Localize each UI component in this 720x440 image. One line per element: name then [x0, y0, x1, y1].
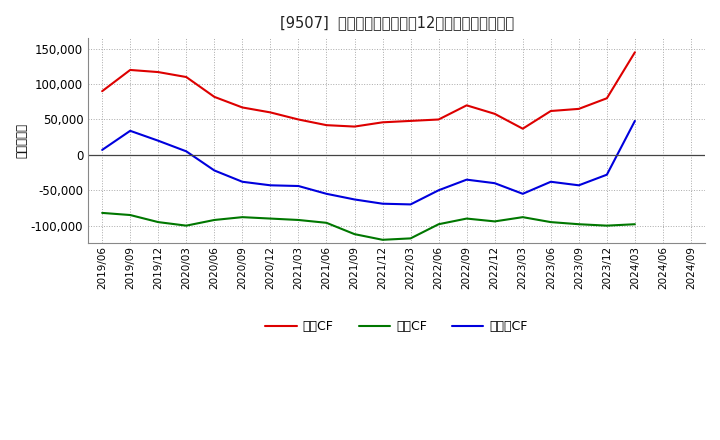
投賄CF	[266, 216, 275, 221]
フリーCF	[322, 191, 330, 196]
フリーCF	[462, 177, 471, 182]
営業CF	[294, 117, 302, 122]
フリーCF	[490, 180, 499, 186]
Y-axis label: （百万円）: （百万円）	[15, 123, 28, 158]
営業CF	[322, 122, 330, 128]
フリーCF	[210, 168, 219, 173]
投賄CF	[603, 223, 611, 228]
フリーCF	[631, 118, 639, 124]
投賄CF	[98, 210, 107, 216]
フリーCF	[575, 183, 583, 188]
営業CF	[490, 111, 499, 117]
Line: フリーCF: フリーCF	[102, 121, 635, 205]
投賄CF	[238, 215, 247, 220]
フリーCF	[518, 191, 527, 196]
営業CF	[98, 88, 107, 94]
Title: [9507]  キャッシュフローの12か月移動合計の推移: [9507] キャッシュフローの12か月移動合計の推移	[279, 15, 513, 30]
投賄CF	[575, 222, 583, 227]
営業CF	[631, 50, 639, 55]
フリーCF	[98, 147, 107, 153]
営業CF	[406, 118, 415, 124]
投賄CF	[546, 220, 555, 225]
営業CF	[518, 126, 527, 131]
投賄CF	[126, 213, 135, 218]
投賄CF	[154, 220, 163, 225]
投賄CF	[631, 222, 639, 227]
フリーCF	[238, 179, 247, 184]
投賄CF	[294, 217, 302, 223]
フリーCF	[294, 183, 302, 189]
投賄CF	[434, 222, 443, 227]
投賄CF	[182, 223, 191, 228]
投賄CF	[518, 215, 527, 220]
Line: 投賄CF: 投賄CF	[102, 213, 635, 240]
投賄CF	[462, 216, 471, 221]
フリーCF	[378, 201, 387, 206]
営業CF	[575, 106, 583, 111]
営業CF	[154, 70, 163, 75]
投賄CF	[322, 220, 330, 225]
営業CF	[546, 108, 555, 114]
投賄CF	[210, 217, 219, 223]
投賄CF	[406, 236, 415, 241]
投賄CF	[378, 237, 387, 242]
営業CF	[434, 117, 443, 122]
フリーCF	[126, 128, 135, 133]
投賄CF	[350, 231, 359, 237]
営業CF	[378, 120, 387, 125]
営業CF	[603, 95, 611, 101]
Line: 営業CF: 営業CF	[102, 52, 635, 128]
フリーCF	[603, 172, 611, 177]
フリーCF	[406, 202, 415, 207]
営業CF	[266, 110, 275, 115]
Legend: 営業CF, 投賄CF, フリーCF: 営業CF, 投賄CF, フリーCF	[260, 315, 533, 338]
営業CF	[238, 105, 247, 110]
フリーCF	[546, 179, 555, 184]
フリーCF	[182, 149, 191, 154]
営業CF	[126, 67, 135, 73]
営業CF	[182, 74, 191, 80]
投賄CF	[490, 219, 499, 224]
フリーCF	[154, 138, 163, 143]
フリーCF	[434, 187, 443, 193]
営業CF	[462, 103, 471, 108]
フリーCF	[266, 183, 275, 188]
営業CF	[210, 94, 219, 99]
フリーCF	[350, 197, 359, 202]
営業CF	[350, 124, 359, 129]
